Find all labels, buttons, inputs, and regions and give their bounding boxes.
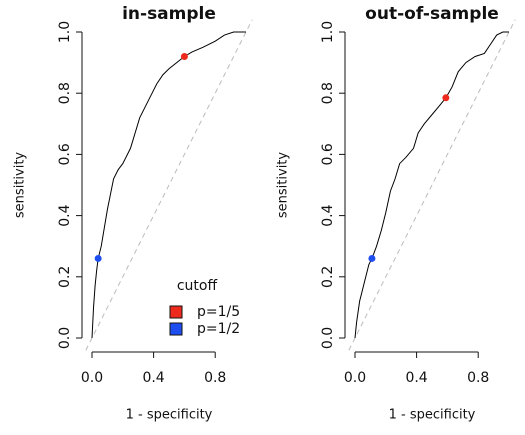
reference-line	[85, 19, 253, 351]
y-tick-label: 0.6	[57, 143, 73, 165]
legend-title: cutoff	[177, 278, 218, 294]
x-tick-label: 0.0	[81, 370, 103, 386]
cutoff-point	[180, 52, 188, 60]
legend-swatch	[169, 322, 183, 336]
legend-swatch	[169, 305, 183, 319]
chart-title: out-of-sample	[365, 4, 499, 24]
x-tick-label: 0.0	[344, 370, 366, 386]
y-tick-label: 0.2	[320, 266, 336, 288]
y-tick-label: 0.6	[320, 143, 336, 165]
x-tick-label: 0.4	[405, 370, 427, 386]
x-tick-label: 0.8	[204, 370, 226, 386]
y-tick-label: 0.4	[57, 204, 73, 226]
x-axis-label: 1 - specificity	[389, 408, 476, 423]
chart-title: in-sample	[122, 4, 216, 24]
roc-curve	[91, 31, 246, 339]
cutoff-point	[368, 254, 376, 262]
y-tick-label: 1.0	[57, 21, 73, 43]
cutoff-point	[94, 254, 102, 262]
y-tick-label: 0.0	[320, 327, 336, 349]
y-axis-label: sensitivity	[276, 152, 291, 219]
reference-line	[348, 19, 516, 351]
x-tick-label: 0.8	[467, 370, 489, 386]
cutoff-point	[442, 94, 450, 102]
y-tick-label: 0.8	[57, 82, 73, 104]
x-tick-label: 0.4	[142, 370, 164, 386]
y-tick-label: 0.4	[320, 204, 336, 226]
y-tick-label: 0.8	[320, 82, 336, 104]
legend-label: p=1/2	[197, 321, 240, 337]
legend-label: p=1/5	[197, 304, 240, 320]
y-axis-label: sensitivity	[13, 152, 28, 219]
x-axis-label: 1 - specificity	[126, 408, 213, 423]
y-tick-label: 1.0	[320, 21, 336, 43]
y-tick-label: 0.2	[57, 266, 73, 288]
y-tick-label: 0.0	[57, 327, 73, 349]
